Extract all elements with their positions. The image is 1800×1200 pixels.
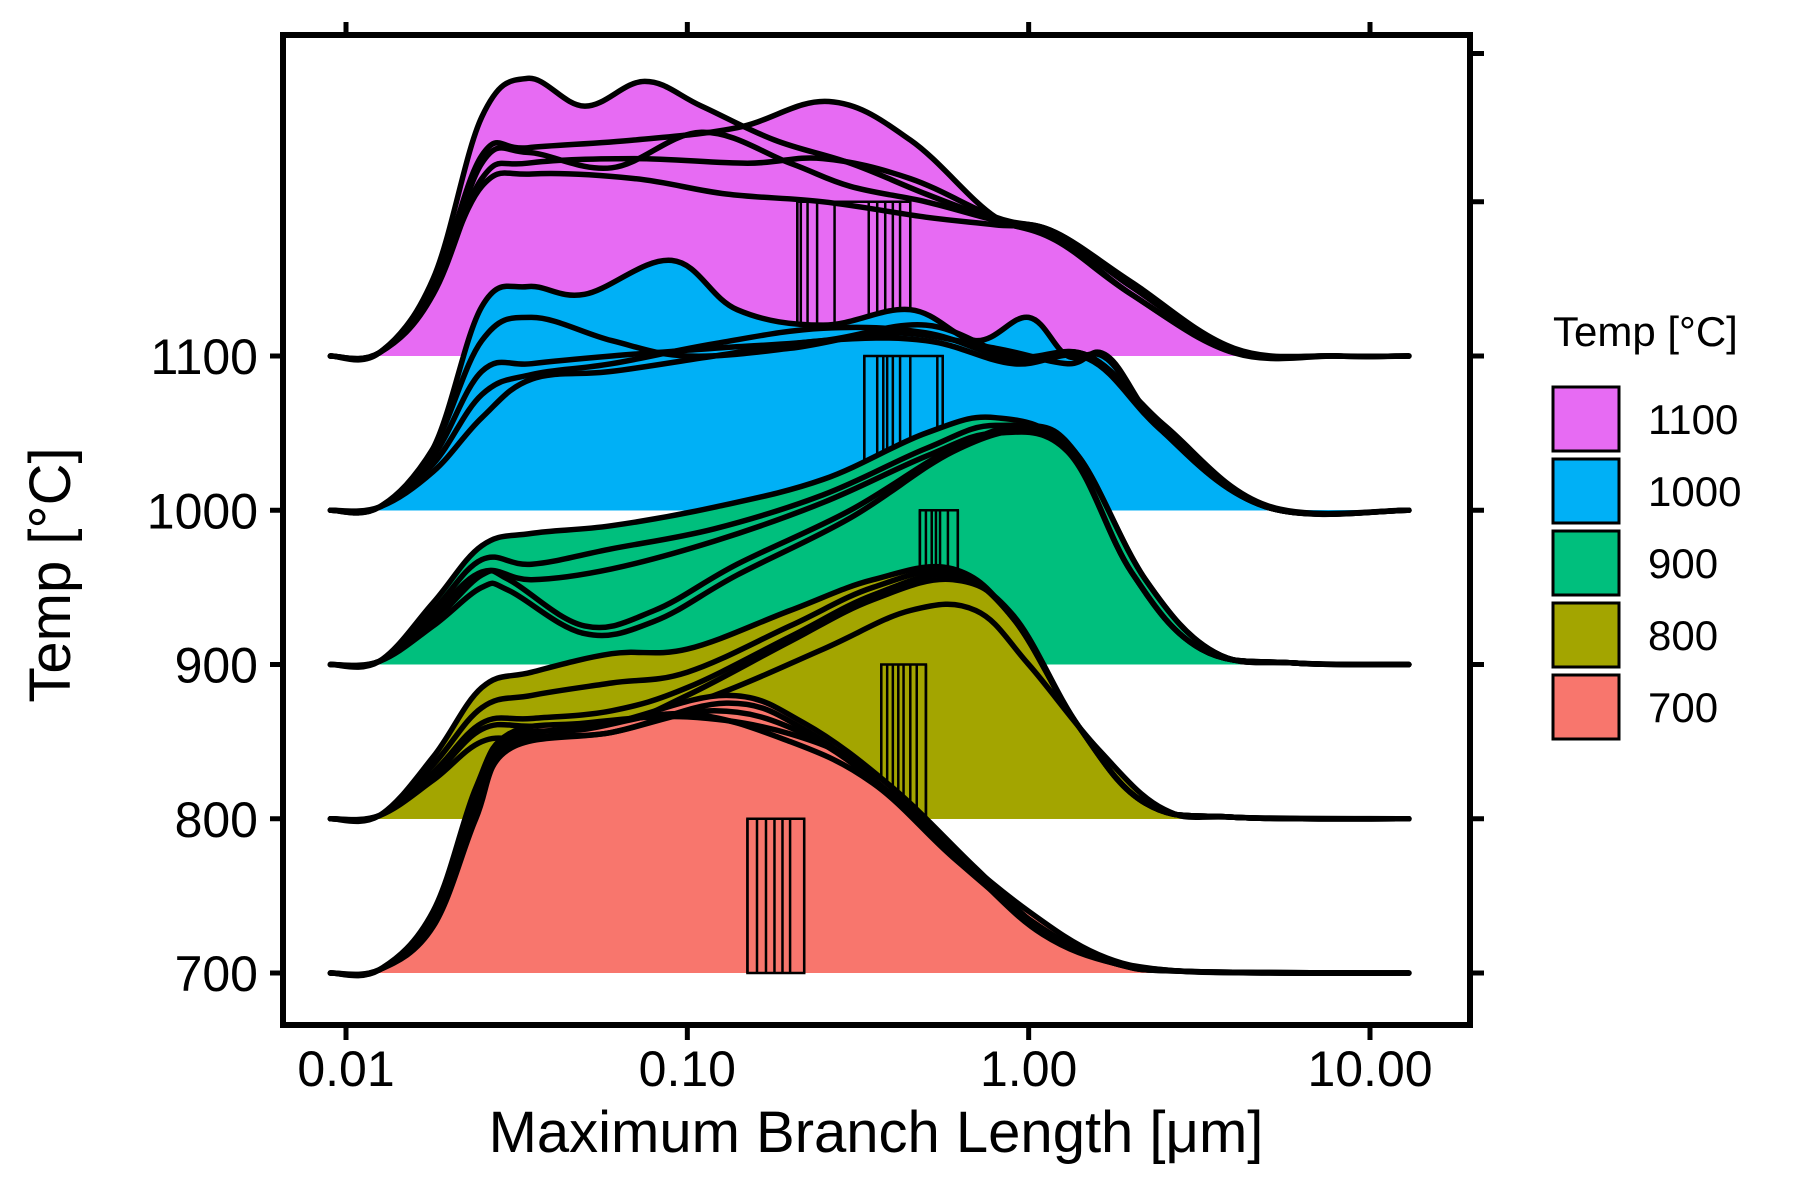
ridge-group-700 — [327, 692, 1412, 979]
quantile-box-1100 — [796, 200, 912, 358]
ridge-line-900-3 — [327, 429, 1412, 669]
legend: Temp [°C] 1100 1000 900 800 700 — [1551, 308, 1741, 741]
x-axis-title: Maximum Branch Length [μm] — [489, 1100, 1264, 1165]
ridge-line-800-4 — [327, 576, 1412, 823]
quantile-box-700 — [746, 817, 806, 975]
legend-title: Temp [°C] — [1553, 308, 1738, 355]
plot-area — [327, 75, 1412, 979]
legend-label-900: 900 — [1648, 540, 1718, 587]
y-tick-label-1100: 1100 — [150, 329, 258, 385]
y-axis-title: Temp [°C] — [18, 447, 83, 702]
ridge-fill-1000-5 — [330, 337, 1409, 515]
ridge-line-700-5 — [327, 708, 1412, 978]
ridge-fill-700-5 — [330, 710, 1409, 975]
y-tick-label-1000: 1000 — [147, 483, 258, 539]
y-tick-label-800: 800 — [175, 792, 258, 848]
x-tick-label-0.10: 0.10 — [639, 1041, 736, 1097]
ridge-line-800-5 — [327, 601, 1412, 823]
ridge-line-900-5 — [327, 427, 1412, 669]
ridge-fill-900-5 — [330, 429, 1409, 666]
ridge-group-900 — [327, 414, 1412, 670]
legend-swatch-900 — [1551, 529, 1621, 597]
legend-label-700: 700 — [1648, 684, 1718, 731]
y-axis: 700 800 900 1000 1100 — [147, 51, 1484, 1002]
legend-swatch-700 — [1551, 673, 1621, 741]
legend-label-1100: 1100 — [1648, 396, 1738, 443]
legend-swatch-800 — [1551, 601, 1621, 669]
plot-border — [280, 32, 1473, 1028]
x-tick-label-0.01: 0.01 — [297, 1041, 394, 1097]
ridge-group-1000 — [327, 257, 1412, 518]
x-tick-label-1.00: 1.00 — [980, 1041, 1077, 1097]
x-tick-label-10.00: 10.00 — [1307, 1041, 1432, 1097]
legend-label-800: 800 — [1648, 612, 1718, 659]
ridge-line-1000-5 — [327, 335, 1412, 517]
legend-swatch-1000 — [1551, 457, 1621, 525]
x-axis: 0.01 0.10 1.00 10.00 — [297, 22, 1433, 1097]
y-tick-label-700: 700 — [175, 946, 258, 1002]
ridge-line-1100-3 — [327, 98, 1412, 362]
legend-swatch-1100 — [1551, 385, 1621, 453]
y-tick-label-900: 900 — [175, 638, 258, 694]
legend-label-1000: 1000 — [1648, 468, 1741, 515]
